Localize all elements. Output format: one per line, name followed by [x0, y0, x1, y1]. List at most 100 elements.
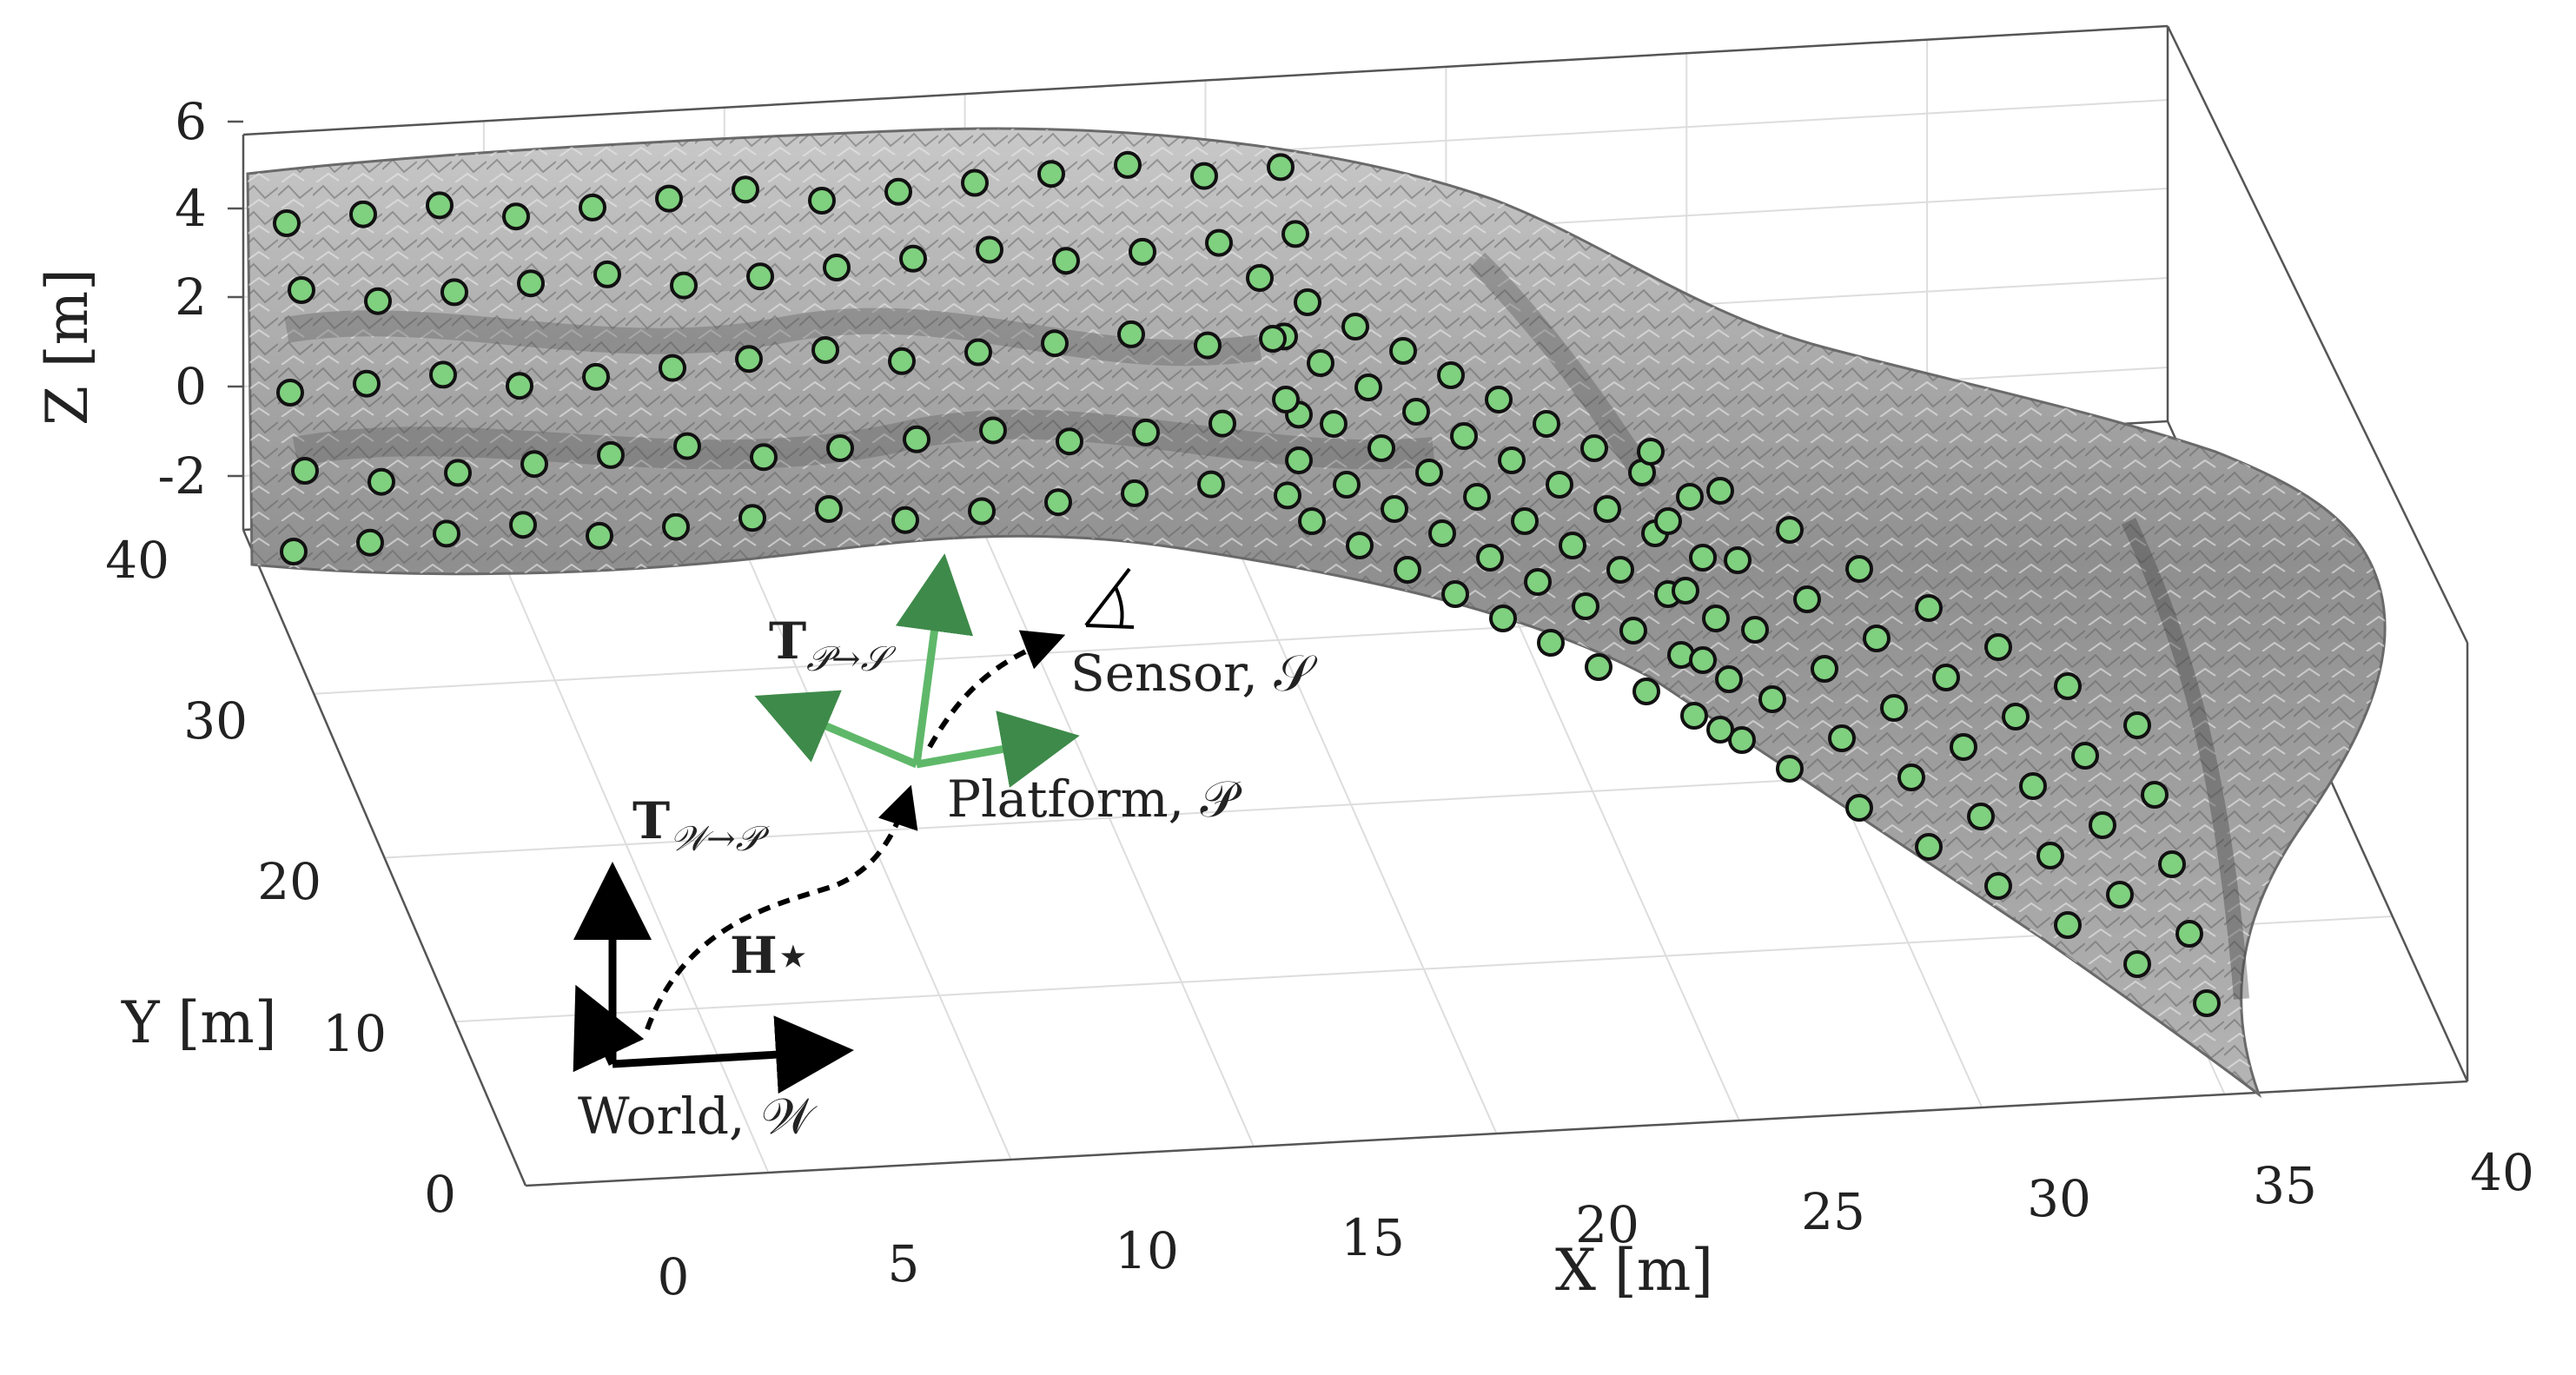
target-marker	[888, 347, 916, 375]
target-marker	[1389, 337, 1417, 365]
target-marker	[903, 425, 930, 453]
target-marker	[1117, 320, 1145, 348]
target-marker	[444, 459, 472, 487]
target-marker	[1294, 288, 1321, 316]
target-marker	[2054, 672, 2082, 700]
target-marker	[2158, 850, 2186, 878]
target-marker	[1298, 507, 1326, 535]
target-marker	[1680, 702, 1708, 730]
target-marker	[1689, 646, 1717, 674]
target-marker	[288, 276, 315, 304]
x-tick-label: 35	[2253, 1156, 2317, 1215]
target-marker	[1585, 653, 1612, 681]
target-marker	[349, 200, 377, 228]
target-marker	[1132, 418, 1160, 446]
target-marker	[1194, 331, 1222, 360]
target-marker	[2123, 950, 2151, 978]
target-marker	[1984, 872, 2012, 900]
target-marker	[353, 369, 381, 398]
z-tick-label: -2	[158, 446, 208, 506]
target-marker	[579, 193, 606, 221]
z-axis-ticks: 6 4 2 0 -2	[158, 92, 243, 506]
target-marker	[1897, 764, 1925, 791]
target-marker	[1758, 685, 1786, 713]
trajectory-H-star	[645, 784, 918, 1031]
transform-symbol: T	[769, 611, 806, 671]
target-marker	[1811, 655, 1838, 683]
transform-world-to-platform: T𝒲→𝒫	[632, 791, 771, 859]
target-marker	[1619, 617, 1647, 645]
target-marker	[1272, 386, 1300, 413]
x-tick-label: 0	[658, 1247, 690, 1306]
target-marker	[276, 379, 304, 407]
target-marker	[1320, 410, 1348, 438]
target-marker	[433, 519, 460, 548]
target-marker	[891, 506, 919, 534]
target-marker	[2054, 911, 2082, 939]
target-marker	[1845, 555, 1873, 583]
target-marker	[1498, 446, 1526, 474]
target-marker	[968, 497, 996, 526]
z-tick-label: 6	[175, 92, 207, 151]
x-tick-label: 25	[1801, 1182, 1865, 1241]
target-marker	[440, 278, 468, 307]
target-marker	[1267, 153, 1295, 182]
target-marker	[673, 432, 701, 460]
target-marker	[2175, 920, 2203, 948]
target-marker	[735, 345, 763, 373]
x-tick-label: 15	[1341, 1208, 1405, 1267]
target-marker	[1915, 833, 1943, 861]
target-marker	[2193, 989, 2221, 1017]
target-marker	[1428, 519, 1456, 547]
target-marker	[732, 175, 759, 204]
target-marker	[659, 354, 686, 382]
transform-symbol: T	[632, 791, 670, 850]
terrain-surface	[246, 127, 2387, 1099]
target-marker	[1056, 427, 1083, 456]
target-marker	[826, 434, 854, 462]
x-tick-label: 30	[2027, 1169, 2091, 1228]
world-frame-label: World, 𝒲	[578, 1087, 818, 1146]
target-marker	[1689, 544, 1717, 572]
target-marker	[1402, 398, 1430, 426]
target-marker	[1776, 755, 1804, 783]
target-marker	[1559, 532, 1586, 559]
target-marker	[1880, 694, 1908, 722]
target-marker	[655, 184, 683, 213]
y-tick-label: 30	[183, 691, 248, 750]
target-marker	[280, 538, 308, 565]
target-marker	[1415, 459, 1443, 486]
z-tick-label: 2	[175, 268, 207, 327]
target-marker	[1274, 481, 1301, 510]
target-marker	[1533, 410, 1560, 438]
target-marker	[1863, 625, 1891, 652]
target-marker	[811, 336, 839, 364]
target-marker	[2002, 703, 2030, 730]
target-marker	[291, 457, 319, 485]
transform-subscript: 𝒫→𝒮	[806, 639, 896, 679]
target-marker	[582, 362, 610, 391]
x-tick-label: 5	[888, 1234, 920, 1293]
target-marker	[2123, 711, 2151, 739]
target-marker	[1259, 325, 1287, 353]
target-marker	[1441, 580, 1469, 608]
target-marker	[750, 443, 778, 472]
target-marker	[670, 271, 698, 300]
target-marker	[1637, 438, 1665, 466]
target-marker	[1654, 507, 1682, 535]
trajectory-platform-to-sensor	[927, 630, 1066, 749]
x-tick-label: 40	[2470, 1143, 2534, 1202]
target-marker	[1489, 605, 1517, 632]
target-marker	[2089, 811, 2116, 839]
target-marker	[1209, 409, 1236, 438]
target-marker	[1724, 546, 1752, 574]
target-marker	[1593, 495, 1621, 523]
target-marker	[2106, 881, 2134, 909]
target-marker	[1197, 470, 1225, 499]
y-tick-label: 0	[424, 1165, 456, 1224]
target-marker	[356, 528, 384, 557]
target-marker	[1041, 329, 1069, 358]
target-marker	[1793, 585, 1821, 613]
